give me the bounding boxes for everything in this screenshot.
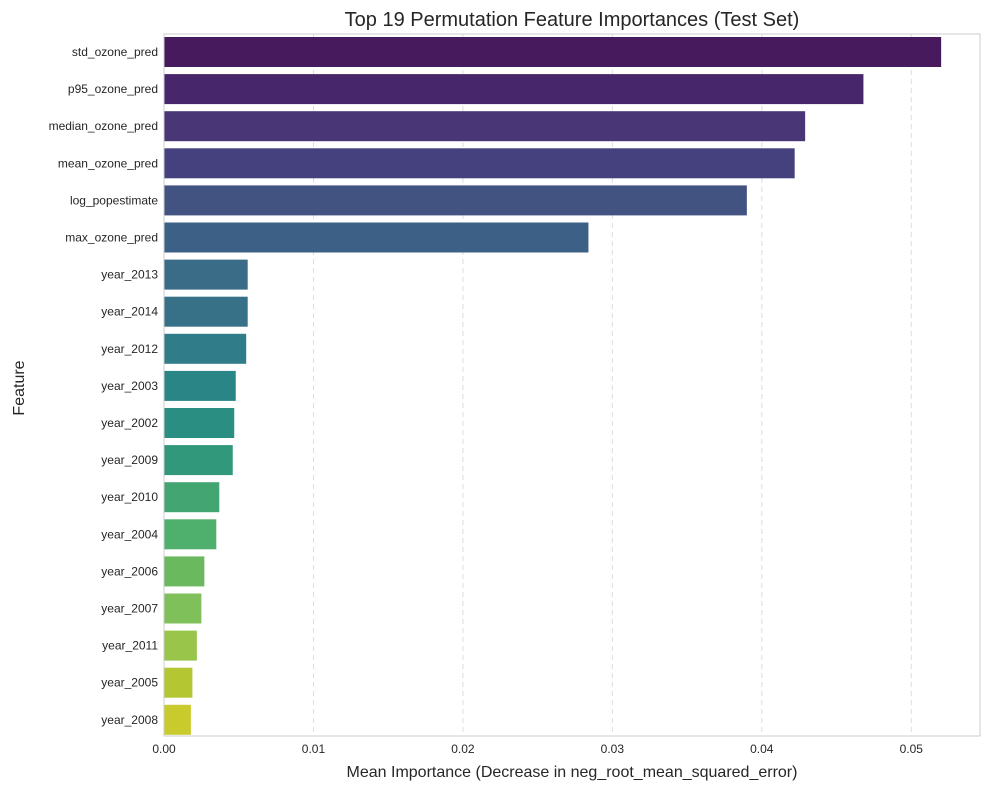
category-label: year_2011 xyxy=(102,639,158,653)
x-tick-label: 0.05 xyxy=(900,742,924,756)
category-label: year_2012 xyxy=(101,342,158,356)
bar-year-2007 xyxy=(164,593,202,624)
category-label: year_2003 xyxy=(101,379,158,393)
category-label: year_2006 xyxy=(101,564,158,578)
bar-mean-ozone-pred xyxy=(164,148,795,179)
x-tick-labels: 0.00 0.01 0.02 0.03 0.04 0.05 xyxy=(152,742,923,756)
x-tick-label: 0.02 xyxy=(451,742,475,756)
bar-year-2013 xyxy=(164,259,248,290)
bar-year-2006 xyxy=(164,556,205,587)
category-label: year_2002 xyxy=(101,416,158,430)
bar-year-2011 xyxy=(164,630,197,661)
bar-year-2003 xyxy=(164,370,236,401)
bar-median-ozone-pred xyxy=(164,111,806,142)
bar-year-2008 xyxy=(164,704,191,735)
category-label: std_ozone_pred xyxy=(72,45,158,59)
bar-year-2014 xyxy=(164,296,248,327)
category-label: year_2008 xyxy=(101,713,158,727)
category-label: log_popestimate xyxy=(70,193,158,207)
bar-year-2004 xyxy=(164,519,217,550)
category-label: max_ozone_pred xyxy=(65,231,158,245)
category-label: year_2014 xyxy=(101,305,158,319)
x-axis-label: Mean Importance (Decrease in neg_root_me… xyxy=(347,764,798,781)
x-tick-label: 0.03 xyxy=(601,742,625,756)
bar-max-ozone-pred xyxy=(164,222,589,253)
bars xyxy=(164,37,942,735)
bar-std-ozone-pred xyxy=(164,37,942,67)
category-labels: std_ozone_pred p95_ozone_pred median_ozone… xyxy=(49,45,159,727)
bar-year-2002 xyxy=(164,408,235,438)
bar-year-2005 xyxy=(164,667,193,698)
x-tick-label: 0.04 xyxy=(750,742,774,756)
y-axis-label: Feature xyxy=(11,360,28,415)
category-label: year_2013 xyxy=(101,268,158,282)
category-label: year_2005 xyxy=(101,676,158,690)
category-label: median_ozone_pred xyxy=(49,119,158,133)
category-label: year_2007 xyxy=(101,602,158,616)
chart-title: Top 19 Permutation Feature Importances (… xyxy=(345,9,800,31)
category-label: year_2004 xyxy=(101,527,158,541)
bar-log-popestimate xyxy=(164,185,747,216)
bar-p95-ozone-pred xyxy=(164,74,864,105)
category-label: p95_ozone_pred xyxy=(68,82,158,96)
x-tick-label: 0.00 xyxy=(152,742,176,756)
category-label: year_2009 xyxy=(101,453,158,467)
bar-year-2010 xyxy=(164,482,220,513)
x-tick-label: 0.01 xyxy=(302,742,326,756)
category-label: year_2010 xyxy=(101,490,158,504)
bar-year-2009 xyxy=(164,445,233,476)
plot-frame xyxy=(163,33,981,737)
category-label: mean_ozone_pred xyxy=(58,156,158,170)
bar-year-2012 xyxy=(164,333,247,364)
